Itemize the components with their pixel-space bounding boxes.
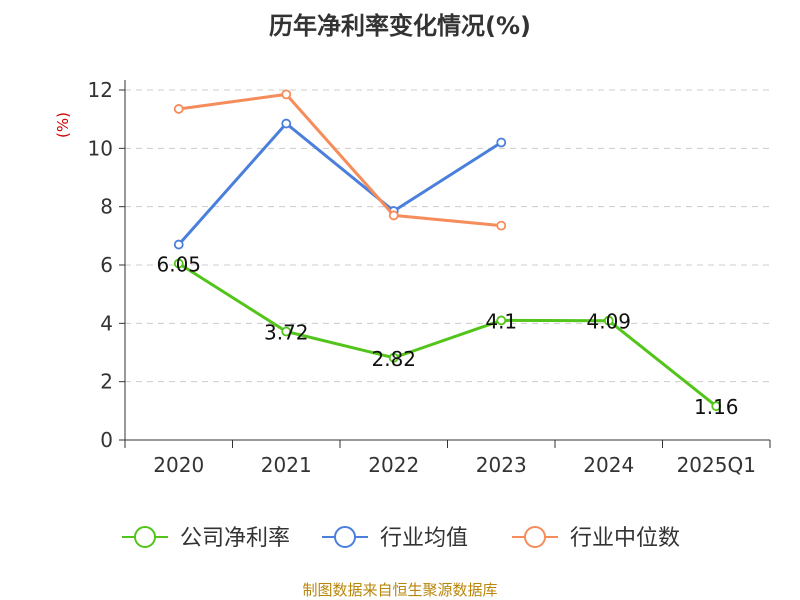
- y-axis-label: (%): [54, 112, 72, 138]
- y-tick-label: 12: [88, 78, 113, 102]
- grid: [125, 89, 770, 383]
- data-point: [173, 239, 184, 250]
- y-tick-label: 10: [88, 136, 113, 160]
- y-tick-label: 8: [100, 195, 113, 219]
- axes: 0 2 4 6 8 10 12 2020 2021 2022 2023 2024 2025Q1: [88, 78, 771, 477]
- series-line-1: [177, 122, 503, 246]
- y-tick-label: 0: [100, 428, 113, 452]
- data-label: 4.09: [586, 310, 631, 334]
- data-point: [496, 137, 507, 148]
- data-point: [496, 315, 507, 326]
- data-labels: 6.05 3.72 2.82 4.1 4.09 1.16: [156, 253, 738, 420]
- data-point: [173, 104, 184, 114]
- data-label: 4.1: [485, 309, 517, 333]
- data-point: [173, 258, 184, 269]
- x-tick-label: 2022: [368, 453, 419, 477]
- chart-title: 历年净利率变化情况(%): [269, 12, 531, 40]
- y-tick-label: 4: [100, 311, 113, 335]
- data-label: 1.16: [694, 395, 739, 419]
- x-tick-label: 2021: [261, 453, 312, 477]
- data-point: [281, 326, 292, 337]
- x-tick-label: 2020: [153, 453, 204, 477]
- legend-marker: [134, 526, 156, 548]
- data-point: [603, 315, 614, 326]
- legend-marker: [524, 526, 546, 548]
- y-tick-label: 6: [100, 253, 113, 277]
- data-point: [281, 118, 292, 129]
- legend-marker: [334, 526, 356, 548]
- series-line-0: [177, 262, 718, 408]
- data-point: [496, 220, 507, 231]
- x-tick-label: 2023: [476, 453, 527, 477]
- data-point: [388, 352, 399, 363]
- source-note: 制图数据来自恒生聚源数据库: [302, 581, 497, 599]
- series: [173, 89, 722, 412]
- data-label: 3.72: [264, 321, 309, 345]
- legend-label: 行业中位数: [570, 526, 680, 551]
- data-label: 6.05: [156, 253, 201, 277]
- y-tick-label: 2: [100, 370, 113, 394]
- data-label: 2.82: [371, 347, 416, 371]
- legend-label: 行业均值: [380, 526, 468, 551]
- data-point: [281, 89, 292, 100]
- legend: 公司净利率 行业均值 行业中位数: [122, 526, 680, 551]
- x-tick-label: 2025Q1: [677, 453, 756, 477]
- x-tick-label: 2024: [583, 453, 634, 477]
- legend-label: 公司净利率: [180, 526, 290, 551]
- series-line-2: [178, 92, 502, 228]
- data-point: [388, 210, 399, 221]
- data-point: [711, 401, 722, 412]
